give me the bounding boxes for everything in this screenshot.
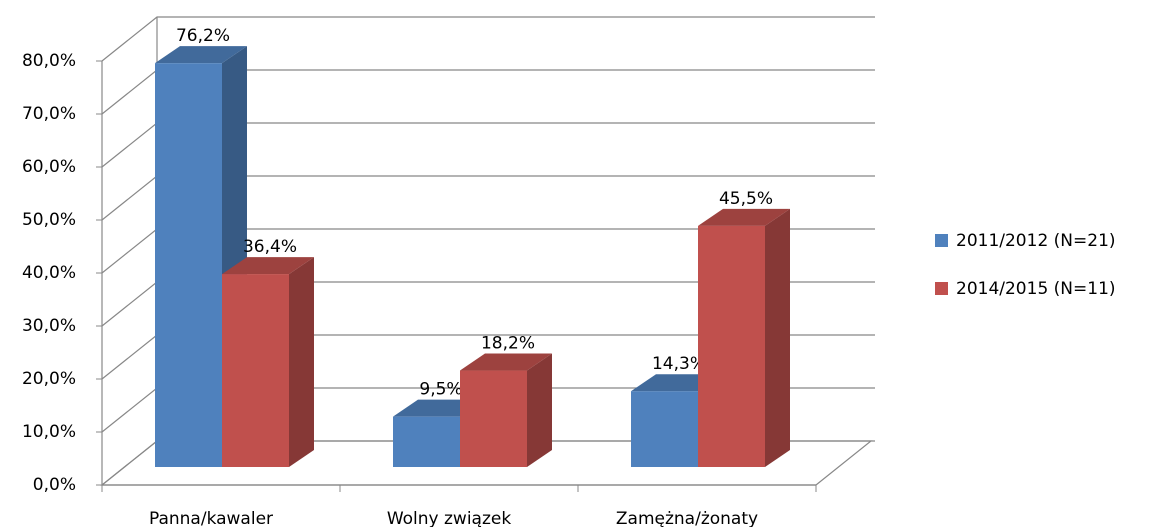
bar (631, 391, 698, 467)
y-tick-label: 80,0% (22, 51, 76, 71)
bar (393, 416, 460, 467)
data-label: 76,2% (176, 26, 230, 46)
bar-top (155, 46, 247, 64)
legend-label: 2014/2015 (N=11) (956, 279, 1116, 299)
bar-side (289, 257, 314, 467)
legend-swatch (935, 282, 948, 295)
y-tick-label: 20,0% (22, 369, 76, 389)
y-tick-label: 10,0% (22, 422, 76, 442)
data-label: 18,2% (481, 334, 535, 354)
x-tick-label: Zamężna/żonaty (616, 509, 758, 527)
y-tick-label: 60,0% (22, 157, 76, 177)
bar-top (698, 208, 790, 226)
grid-line (101, 16, 875, 62)
bar (460, 370, 527, 467)
y-tick-label: 30,0% (22, 316, 76, 336)
bar-top (460, 353, 552, 371)
data-label: 14,3% (652, 354, 706, 374)
legend-swatch (935, 234, 948, 247)
data-label: 36,4% (243, 237, 297, 257)
x-tick-label: Panna/kawaler (149, 509, 273, 527)
y-tick-label: 40,0% (22, 263, 76, 283)
y-tick-label: 0,0% (33, 475, 76, 495)
bar (222, 274, 289, 467)
y-tick-label: 50,0% (22, 210, 76, 230)
bar-top (222, 257, 314, 275)
bar (155, 63, 222, 467)
data-label: 9,5% (419, 380, 462, 400)
bar (698, 225, 765, 467)
bar-side (527, 353, 552, 467)
data-label: 45,5% (719, 189, 773, 209)
x-tick-label: Wolny związek (387, 509, 512, 527)
y-tick-label: 70,0% (22, 104, 76, 124)
legend-label: 2011/2012 (N=21) (956, 231, 1116, 251)
bar-side (765, 208, 790, 467)
